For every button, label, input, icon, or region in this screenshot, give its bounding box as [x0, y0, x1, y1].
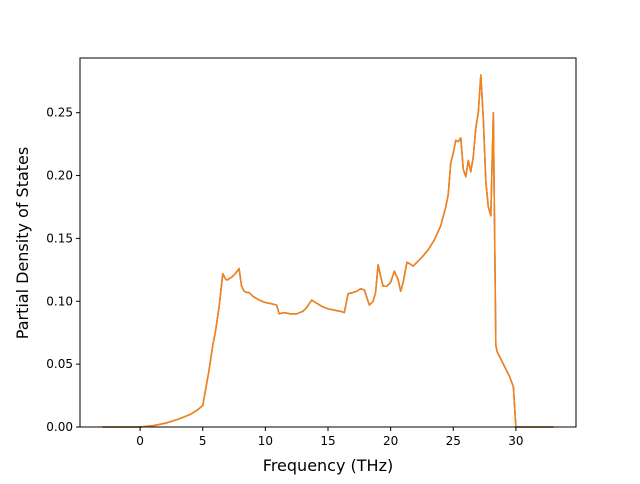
y-tick-label: 0.15 [46, 231, 73, 245]
pdos-line [102, 74, 554, 428]
x-axis-label: Frequency (THz) [263, 456, 393, 475]
x-tick-label: 5 [199, 434, 207, 448]
x-tick-label: 15 [320, 434, 335, 448]
x-tick-label: 0 [136, 434, 144, 448]
y-tick-label: 0.00 [46, 420, 73, 434]
y-axis-label: Partial Density of States [13, 147, 32, 339]
y-axis-ticks: 0.00 0.05 0.10 0.15 0.20 0.25 [46, 106, 80, 434]
axes-frame [79, 57, 577, 428]
x-tick-label: 10 [258, 434, 273, 448]
y-tick-label: 0.05 [46, 357, 73, 371]
y-tick-label: 0.25 [46, 106, 73, 120]
y-tick-label: 0.20 [46, 169, 73, 183]
x-axis-ticks: 0 5 10 15 20 25 30 [136, 427, 524, 448]
y-tick-label: 0.10 [46, 294, 73, 308]
x-tick-label: 30 [508, 434, 523, 448]
plot-area [102, 74, 554, 428]
x-tick-label: 25 [446, 434, 461, 448]
x-tick-label: 20 [383, 434, 398, 448]
